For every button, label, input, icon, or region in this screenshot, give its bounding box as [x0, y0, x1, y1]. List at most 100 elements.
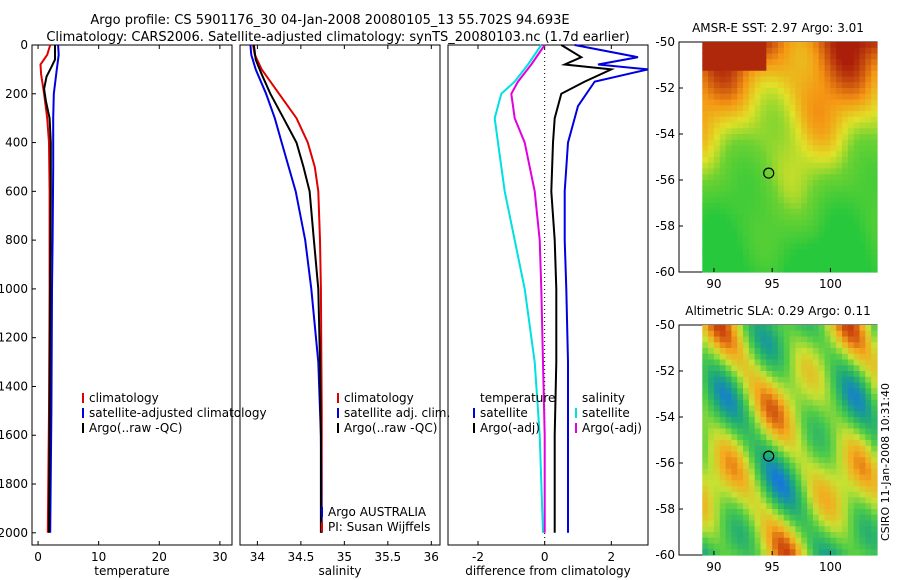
heatmap-cell [807, 122, 814, 129]
heatmap-cell [702, 411, 709, 418]
heatmap-cell [702, 226, 709, 233]
heatmap-cell [743, 42, 750, 49]
heatmap-cell [719, 342, 727, 349]
heatmap-cell [737, 348, 744, 355]
heatmap-cell [789, 203, 797, 210]
heatmap-cell [807, 359, 814, 366]
heatmap-cell [702, 497, 709, 504]
heatmap-cell [795, 76, 802, 83]
heatmap-cell [778, 168, 785, 175]
heatmap-cell [766, 371, 773, 378]
heatmap-cell [801, 231, 808, 239]
heatmap-cell [853, 260, 861, 267]
heatmap-cell [807, 434, 814, 441]
heatmap-cell [772, 330, 779, 338]
heatmap-cell [772, 139, 779, 147]
heatmap-cell [871, 359, 878, 366]
heatmap-cell [713, 197, 721, 204]
heatmap-cell [807, 497, 814, 504]
heatmap-cell [865, 237, 872, 244]
heatmap-cell [795, 53, 802, 60]
heatmap-cell [789, 491, 797, 499]
heatmap-cell [725, 231, 733, 239]
heatmap-cell [760, 342, 767, 349]
heatmap-cell [754, 405, 762, 412]
heatmap-cell [818, 243, 826, 250]
heatmap-cell [859, 226, 866, 233]
heatmap-cell [725, 342, 733, 349]
heatmap-cell [824, 47, 832, 55]
heatmap-cell [795, 231, 802, 239]
heatmap-cell [871, 388, 878, 395]
heatmap-cell [743, 434, 750, 441]
heatmap-cell [842, 70, 849, 78]
heatmap-cell [801, 520, 808, 527]
heatmap-cell [812, 82, 820, 89]
heatmap-cell [743, 417, 750, 424]
heatmap-cell [795, 497, 802, 504]
heatmap-cell [853, 214, 861, 221]
heatmap-cell [766, 208, 773, 216]
heatmap-cell [772, 168, 779, 175]
heatmap-cell [702, 428, 709, 435]
heatmap-cell [853, 128, 861, 135]
heatmap-cell [789, 249, 797, 256]
heatmap-cell [836, 93, 843, 101]
heatmap-cell [737, 243, 744, 250]
heatmap-cell [871, 82, 878, 89]
heatmap-cell [772, 371, 779, 378]
heatmap-cell [737, 145, 744, 152]
heatmap-cell [783, 151, 791, 158]
heatmap-cell [702, 145, 709, 152]
heatmap-cell [795, 428, 802, 435]
heatmap-cell [795, 145, 802, 152]
heatmap-cell [795, 243, 802, 250]
heatmap-cell [830, 116, 837, 124]
heatmap-cell [812, 93, 820, 101]
heatmap-cell [818, 65, 826, 72]
heatmap-cell [847, 543, 855, 550]
heatmap-cell [754, 371, 762, 378]
heatmap-cell [783, 549, 791, 556]
heatmap-cell [737, 42, 744, 49]
heatmap-cell [795, 537, 802, 545]
heatmap-cell [725, 371, 733, 378]
heatmap-cell [818, 70, 826, 78]
heatmap-cell [772, 88, 779, 95]
heatmap-cell [713, 497, 721, 504]
series-line-black [550, 44, 616, 533]
heatmap-cell [789, 76, 797, 83]
heatmap-cell [754, 254, 762, 262]
heatmap-cell [795, 237, 802, 244]
heatmap-cell [748, 266, 756, 273]
heatmap-cell [853, 330, 861, 338]
heatmap-cell [824, 65, 832, 72]
heatmap-cell [795, 463, 802, 470]
heatmap-cell [865, 47, 872, 55]
heatmap-cell [824, 451, 832, 458]
heatmap-cell [702, 208, 709, 216]
heatmap-cell [865, 70, 872, 78]
heatmap-cell [778, 486, 785, 493]
heatmap-cell [772, 174, 779, 181]
heatmap-cell [807, 243, 814, 250]
heatmap-cell [795, 214, 802, 221]
heatmap-cell [865, 191, 872, 198]
heatmap-cell [748, 180, 756, 187]
heatmap-cell [772, 93, 779, 101]
heatmap-cell [818, 428, 826, 435]
heatmap-cell [778, 445, 785, 453]
heatmap-cell [778, 388, 785, 395]
heatmap-cell [702, 42, 709, 49]
heatmap-cell [713, 474, 721, 481]
heatmap-cell [737, 237, 744, 244]
heatmap-cell [702, 76, 709, 83]
heatmap-cell [871, 451, 878, 458]
heatmap-cell [719, 336, 727, 343]
heatmap-cell [847, 174, 855, 181]
heatmap-cell [859, 359, 866, 366]
heatmap-cell [766, 376, 773, 384]
heatmap-cell [847, 214, 855, 221]
heatmap-cell [772, 549, 779, 556]
heatmap-cell [708, 497, 715, 504]
